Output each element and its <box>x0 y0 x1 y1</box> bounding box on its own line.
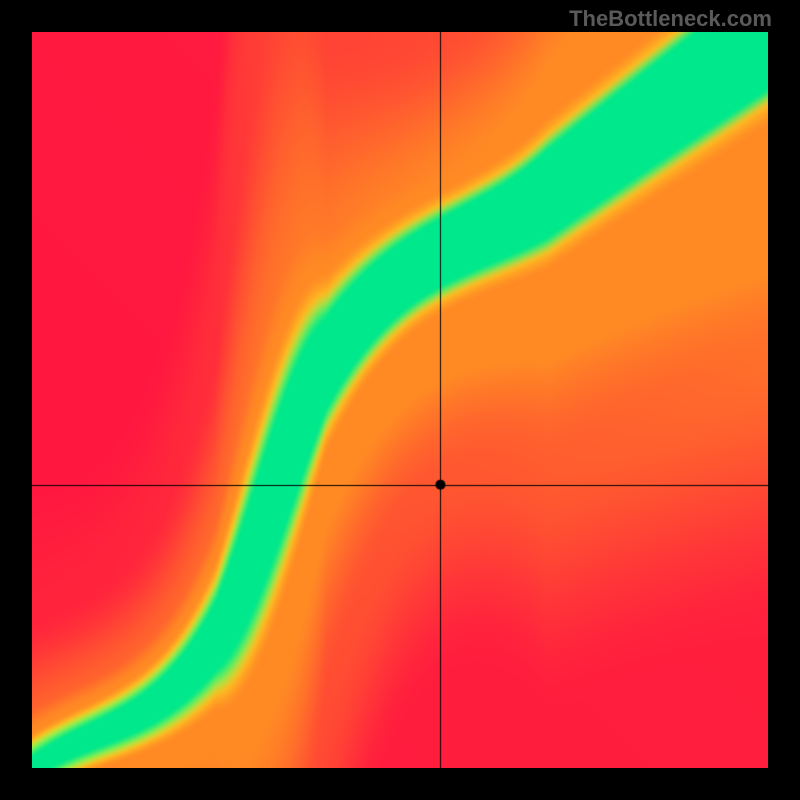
bottleneck-heatmap <box>32 32 768 768</box>
chart-container: TheBottleneck.com <box>0 0 800 800</box>
watermark-text: TheBottleneck.com <box>569 6 772 32</box>
